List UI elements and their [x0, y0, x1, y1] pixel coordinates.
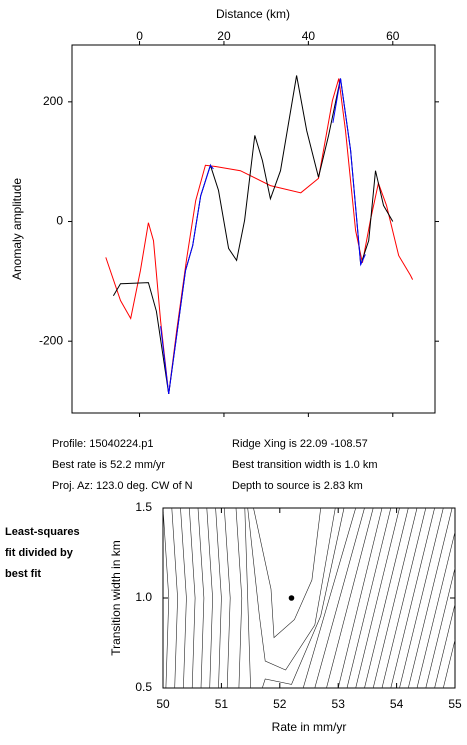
- x-tick-label: 54: [390, 697, 404, 711]
- contour-line: [302, 508, 356, 688]
- x-tick-label: 51: [215, 697, 229, 711]
- annotation: best fit: [5, 568, 41, 580]
- info-text: Depth to source is 2.83 km: [232, 480, 363, 492]
- contour-line: [443, 638, 455, 688]
- contour-line: [399, 508, 444, 688]
- x-tick-label: 50: [156, 697, 170, 711]
- best-fit-point: [288, 595, 295, 601]
- data-line: [112, 75, 394, 394]
- contour-line: [346, 508, 392, 688]
- y-tick-label: 200: [43, 94, 63, 108]
- annotation: Least-squares: [5, 526, 80, 538]
- contour-line: [372, 508, 418, 688]
- contour-line: [244, 508, 251, 688]
- contour-line: [215, 508, 222, 688]
- info-text: Proj. Az: 123.0 deg. CW of N: [52, 480, 193, 492]
- x-tick-label: 0: [136, 29, 143, 43]
- contour-line: [425, 566, 455, 688]
- contour-line: [180, 508, 187, 688]
- contour-line: [262, 508, 345, 688]
- contour-line: [408, 508, 453, 688]
- x-tick-label: 20: [217, 29, 231, 43]
- x-tick-label: 53: [332, 697, 346, 711]
- y-tick-label: 0: [56, 214, 63, 228]
- contour-line: [197, 508, 205, 688]
- y-axis-title: Anomaly amplitude: [10, 178, 24, 280]
- contour-line: [326, 508, 374, 688]
- contour-line: [314, 508, 365, 688]
- x-tick-label: 60: [386, 29, 400, 43]
- contour-line: [434, 602, 455, 688]
- x-axis-title: Rate in mm/yr: [272, 720, 347, 734]
- x-axis-title: Distance (km): [216, 7, 290, 21]
- x-tick-label: 40: [302, 29, 316, 43]
- contour-line: [224, 508, 231, 688]
- contour-line: [364, 508, 409, 688]
- contour-line: [337, 508, 383, 688]
- info-text: Best transition width is 1.0 km: [232, 459, 378, 471]
- contour-area: [163, 508, 455, 688]
- contour-line: [189, 508, 196, 688]
- data-line: [105, 78, 414, 394]
- plot-frame: [162, 507, 456, 689]
- info-text: Profile: 15040224.p1: [52, 438, 154, 450]
- contour-line: [235, 508, 243, 688]
- y-tick-label: -200: [39, 333, 63, 347]
- info-text: Best rate is 52.2 mm/yr: [52, 459, 165, 471]
- y-tick-label: 0.5: [135, 680, 152, 694]
- y-axis-title: Transition width in km: [109, 540, 123, 656]
- x-tick-label: 55: [448, 697, 462, 711]
- contour-line: [171, 508, 178, 688]
- y-tick-label: 1.0: [135, 590, 152, 604]
- annotation: fit divided by: [5, 547, 74, 559]
- contour-line: [381, 508, 427, 688]
- data-line: [160, 78, 366, 394]
- contour-line: [206, 508, 213, 688]
- info-text: Ridge Xing is 22.09 -108.57: [232, 438, 368, 450]
- contour-line: [390, 508, 435, 688]
- y-tick-label: 1.5: [135, 500, 152, 514]
- plot-frame: [71, 44, 436, 414]
- x-tick-label: 52: [273, 697, 287, 711]
- contour-line: [163, 508, 170, 688]
- contour-line: [416, 530, 455, 688]
- contour-line: [247, 508, 336, 671]
- contour-line: [253, 508, 321, 639]
- contour-line: [355, 508, 400, 688]
